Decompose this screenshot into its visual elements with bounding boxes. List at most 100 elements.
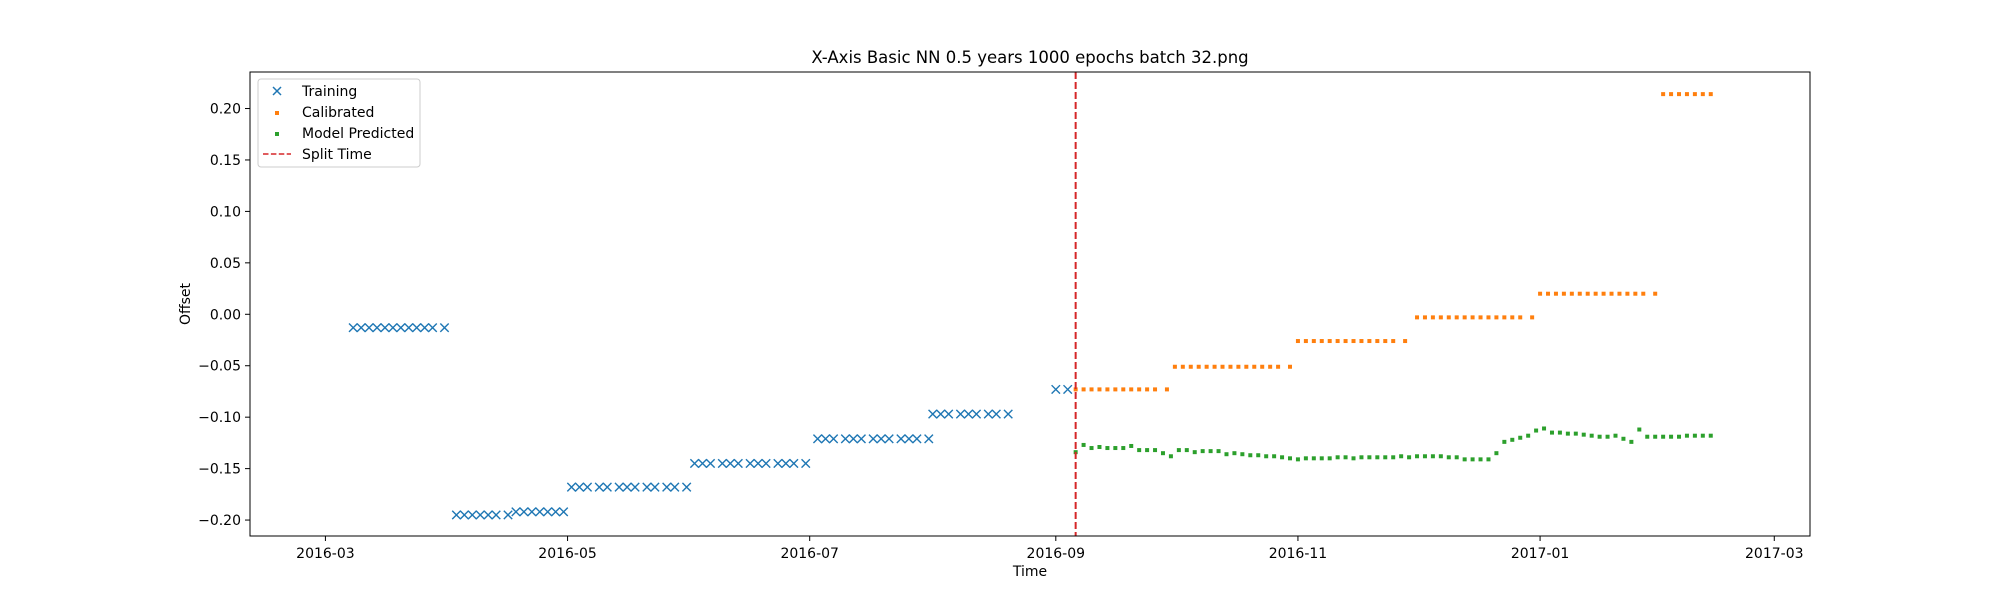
y-tick-label: −0.20 (198, 513, 241, 529)
point-training (963, 409, 974, 419)
point-calibrated (1081, 387, 1086, 392)
point-training (419, 322, 430, 333)
legend-marker-training (272, 86, 282, 96)
point-model-predicted (1256, 453, 1261, 458)
point-calibrated (1502, 315, 1507, 320)
point-calibrated (1569, 291, 1574, 296)
point-model-predicted (1137, 448, 1142, 453)
point-calibrated (1129, 387, 1134, 392)
point-model-predicted (1383, 455, 1388, 460)
point-calibrated (1089, 387, 1094, 392)
point-training (459, 510, 470, 520)
point-training (924, 434, 934, 444)
point-calibrated (1295, 339, 1300, 344)
x-tick-label: 2017-01 (1511, 546, 1570, 562)
point-training (725, 458, 736, 469)
point-training (812, 434, 823, 444)
point-training (491, 510, 501, 520)
point-training (717, 458, 728, 469)
x-tick-label: 2016-03 (296, 546, 355, 562)
point-training (983, 409, 994, 419)
point-training (868, 434, 878, 444)
point-training (388, 322, 398, 333)
point-training (511, 507, 521, 517)
y-tick-label: −0.15 (198, 462, 241, 478)
point-model-predicted (1089, 446, 1094, 451)
point-calibrated (1661, 92, 1666, 97)
point-model-predicted (1589, 433, 1594, 438)
point-training (412, 322, 422, 333)
point-model-predicted (1645, 434, 1650, 439)
point-calibrated (1422, 315, 1427, 320)
point-calibrated (1403, 339, 1408, 344)
point-calibrated (1113, 387, 1118, 392)
point-training (380, 322, 390, 333)
point-calibrated (1708, 92, 1713, 97)
point-model-predicted (1200, 449, 1205, 454)
point-calibrated (1097, 387, 1102, 392)
point-calibrated (1538, 291, 1543, 296)
point-calibrated (1494, 315, 1499, 320)
x-tick-label: 2016-07 (780, 546, 839, 562)
point-model-predicted (1708, 433, 1713, 438)
point-training (535, 507, 545, 517)
point-training (681, 482, 692, 492)
point-calibrated (1677, 92, 1682, 97)
point-calibrated (1228, 364, 1233, 369)
point-model-predicted (1677, 434, 1682, 439)
point-model-predicted (1327, 456, 1332, 461)
point-calibrated (1327, 339, 1332, 344)
plot-frame (249, 71, 1811, 537)
point-model-predicted (1510, 437, 1515, 442)
point-training (527, 507, 537, 517)
point-calibrated (1633, 291, 1638, 296)
point-training (1063, 384, 1073, 395)
point-training (955, 409, 966, 419)
point-training (912, 434, 922, 444)
point-calibrated (1311, 339, 1316, 344)
point-training (662, 482, 672, 492)
x-axis-label: Time (1012, 564, 1047, 580)
point-calibrated (1268, 364, 1273, 369)
point-model-predicted (1295, 457, 1300, 462)
point-calibrated (1145, 387, 1150, 392)
point-calibrated (1236, 364, 1241, 369)
point-model-predicted (1216, 449, 1221, 454)
point-training (404, 322, 414, 333)
point-model-predicted (1319, 456, 1324, 461)
point-calibrated (1343, 339, 1348, 344)
point-model-predicted (1605, 434, 1610, 439)
point-training (820, 434, 831, 444)
point-model-predicted (1407, 455, 1412, 460)
y-tick-label: −0.10 (198, 410, 241, 426)
point-training (642, 482, 652, 492)
point-calibrated (1335, 339, 1340, 344)
point-calibrated (1319, 339, 1324, 344)
point-training (884, 434, 894, 444)
point-calibrated (1375, 339, 1380, 344)
point-calibrated (1303, 339, 1308, 344)
point-calibrated (1430, 315, 1435, 320)
point-calibrated (1391, 339, 1396, 344)
point-calibrated (1700, 92, 1705, 97)
point-training (904, 434, 914, 444)
point-calibrated (1692, 92, 1697, 97)
y-tick-label: 0.10 (210, 204, 241, 220)
legend-marker-calibrated (275, 111, 279, 115)
point-model-predicted (1542, 426, 1547, 431)
point-training (439, 322, 450, 333)
legend: Training Calibrated Model Predicted Spli… (257, 78, 421, 168)
point-model-predicted (1359, 455, 1364, 460)
point-training (630, 482, 640, 492)
point-training (745, 458, 755, 469)
point-training (828, 434, 839, 444)
point-training (550, 507, 561, 517)
point-training (896, 434, 906, 444)
point-calibrated (1260, 364, 1265, 369)
y-tick-label: −0.05 (198, 359, 241, 375)
point-training (602, 482, 612, 492)
point-training (364, 322, 374, 333)
legend-box (257, 78, 421, 168)
point-model-predicted (1661, 434, 1666, 439)
